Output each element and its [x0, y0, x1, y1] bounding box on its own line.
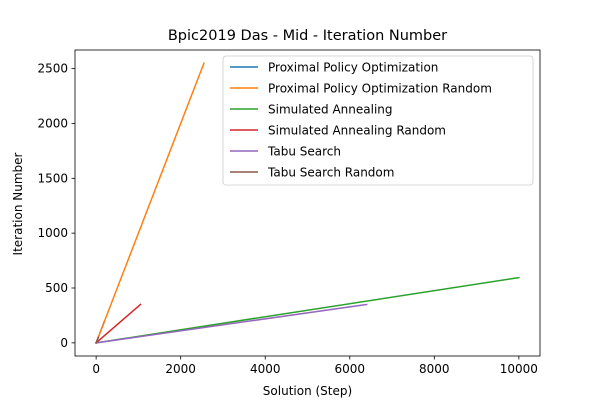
legend-label: Simulated Annealing Random: [268, 124, 446, 138]
series-line-4: [95, 303, 368, 344]
series-line-1: [95, 62, 205, 344]
legend-label: Proximal Policy Optimization: [268, 61, 438, 75]
legend-label: Tabu Search: [267, 145, 341, 159]
y-axis-label: Iteration Number: [11, 152, 25, 255]
legend-label: Tabu Search Random: [267, 166, 394, 180]
y-tick-label: 2500: [37, 62, 68, 76]
series-line-5: [95, 336, 100, 344]
x-tick-label: 6000: [334, 362, 365, 376]
series-line-2: [95, 276, 520, 344]
series-line-3: [95, 303, 142, 344]
y-tick-label: 500: [45, 281, 68, 295]
y-tick-label: 1500: [37, 171, 68, 185]
chart-title: Bpic2019 Das - Mid - Iteration Number: [168, 28, 447, 44]
plot-frame: [74, 49, 541, 357]
plot-area: 0 2000 4000 6000 8000 10000 0 500 1000 1500 2000 25…: [37, 49, 541, 376]
x-tick-label: 4000: [250, 362, 281, 376]
legend-box: [222, 55, 534, 186]
x-tick-label: 0: [92, 362, 100, 376]
legend: Proximal Policy Optimization Proximal Pol…: [222, 55, 534, 186]
series-lines: [95, 62, 520, 344]
y-tick-label: 1000: [37, 226, 68, 240]
y-tick-label: 2000: [37, 116, 68, 130]
legend-label: Proximal Policy Optimization Random: [268, 82, 492, 96]
x-tick-label: 2000: [165, 362, 196, 376]
x-axis-label: Solution (Step): [263, 384, 352, 398]
legend-label: Simulated Annealing: [268, 103, 393, 117]
x-tick-label: 10000: [500, 362, 538, 376]
x-tick-label: 8000: [419, 362, 450, 376]
y-tick-label: 0: [60, 336, 68, 350]
